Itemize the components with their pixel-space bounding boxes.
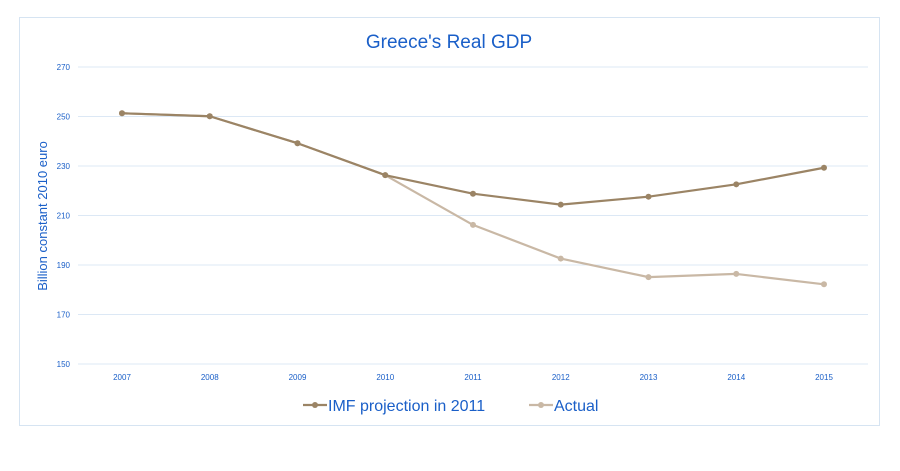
series-imf-projection [119,110,827,208]
chart-frame [19,17,880,426]
x-tick-label: 2014 [727,373,745,382]
y-axis-ticks: 150 170 190 210 230 250 270 [57,63,71,369]
y-tick-label: 150 [57,360,71,369]
legend-label: Actual [554,398,598,415]
gridlines [78,66,868,365]
legend-label: IMF projection in 2011 [328,398,485,415]
y-tick-label: 170 [57,311,71,320]
data-point [557,201,564,208]
data-point [294,140,301,147]
data-point [821,164,827,171]
x-tick-label: 2012 [552,373,570,382]
data-point [382,172,389,179]
data-point [470,190,476,197]
y-axis-label: Billion constant 2010 euro [35,141,50,291]
x-tick-label: 2007 [113,373,131,382]
y-tick-label: 190 [57,261,71,270]
data-point [645,193,652,200]
legend-item: Actual [529,398,598,415]
data-point [557,255,564,262]
data-point [733,181,740,188]
chart-title: Greece's Real GDP [366,32,532,53]
legend-item: IMF projection in 2011 [303,398,485,415]
data-point [119,110,125,117]
y-tick-label: 270 [57,63,71,72]
x-tick-label: 2015 [815,373,833,382]
data-point [645,274,652,281]
data-point [733,270,740,277]
y-tick-label: 210 [57,212,71,221]
y-tick-label: 230 [57,162,71,171]
legend-swatch-marker [538,402,544,408]
y-tick-label: 250 [57,113,71,122]
series-line [121,112,825,286]
x-tick-label: 2013 [640,373,658,382]
x-tick-label: 2009 [289,373,307,382]
x-tick-label: 2010 [376,373,394,382]
legend: IMF projection in 2011 Actual [303,398,598,415]
x-axis-ticks: 2007 2008 2009 2010 2011 2012 2013 2014 2015 [113,373,833,382]
x-tick-label: 2008 [201,373,219,382]
legend-swatch-marker [312,402,318,408]
series-actual [119,110,827,288]
series-layer [119,110,827,288]
x-tick-label: 2011 [464,373,482,382]
data-point [206,113,213,120]
data-point [821,281,827,288]
data-point [470,221,476,228]
